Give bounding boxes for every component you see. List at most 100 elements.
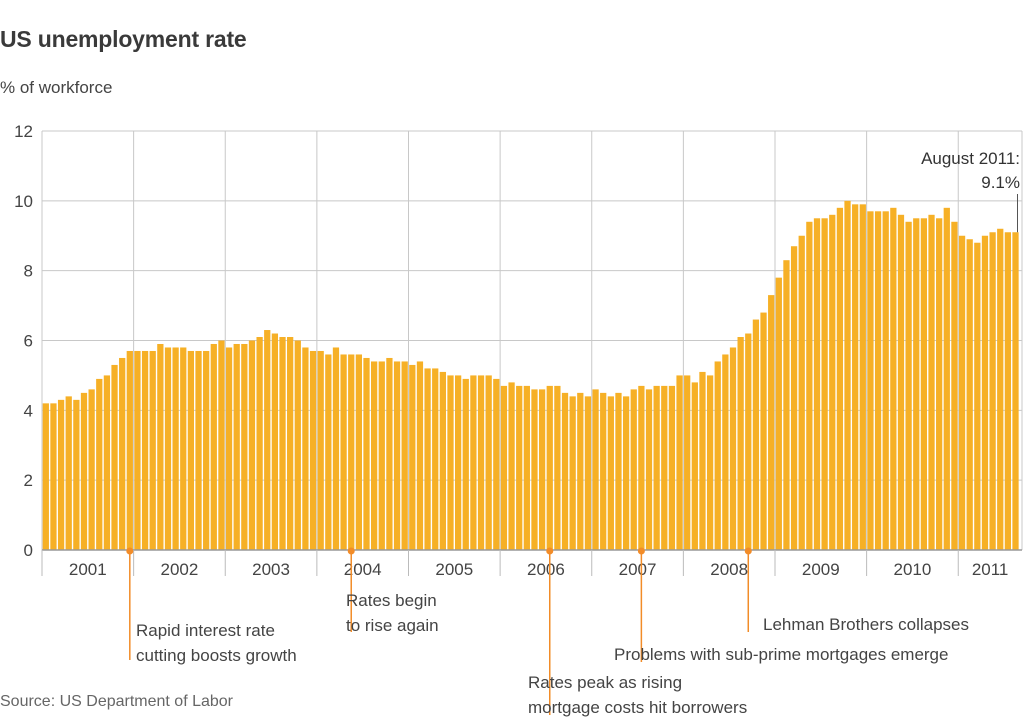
x-tick-label: 2001 bbox=[69, 560, 107, 579]
bar bbox=[577, 392, 584, 550]
y-tick-label: 6 bbox=[24, 332, 33, 351]
bar bbox=[882, 211, 889, 550]
bar bbox=[630, 389, 637, 550]
bar bbox=[997, 228, 1004, 550]
annotation-label: to rise again bbox=[346, 616, 439, 635]
y-tick-label: 10 bbox=[14, 192, 33, 211]
bar bbox=[653, 385, 660, 550]
bar bbox=[897, 214, 905, 551]
annotation-label: mortgage costs hit borrowers bbox=[528, 698, 747, 717]
bar bbox=[523, 385, 530, 550]
bar bbox=[248, 340, 256, 550]
bar bbox=[600, 392, 607, 550]
bar bbox=[722, 354, 729, 550]
bar bbox=[279, 337, 286, 550]
bar bbox=[195, 350, 202, 550]
x-tick-label: 2003 bbox=[252, 560, 290, 579]
bar bbox=[516, 385, 523, 550]
bar bbox=[309, 350, 317, 550]
bar bbox=[920, 218, 928, 550]
bar bbox=[874, 211, 882, 550]
bar bbox=[836, 207, 844, 551]
bar bbox=[164, 347, 172, 550]
bar bbox=[554, 385, 561, 550]
bar bbox=[729, 347, 737, 550]
bar bbox=[294, 340, 301, 550]
bar bbox=[760, 312, 767, 550]
bar bbox=[561, 392, 569, 550]
annotation-label: Lehman Brothers collapses bbox=[763, 615, 969, 634]
bar bbox=[371, 361, 378, 550]
bar bbox=[325, 354, 332, 550]
bar bbox=[821, 218, 828, 550]
bar bbox=[1012, 232, 1019, 550]
bar bbox=[546, 385, 553, 550]
bar bbox=[661, 385, 668, 550]
bar bbox=[500, 385, 508, 550]
bar bbox=[905, 221, 912, 551]
bar bbox=[73, 399, 80, 550]
bar bbox=[798, 235, 805, 550]
bar bbox=[622, 396, 630, 550]
bar bbox=[141, 350, 149, 550]
bar bbox=[233, 343, 240, 550]
bar bbox=[943, 207, 950, 551]
bar bbox=[890, 207, 897, 551]
bar bbox=[225, 347, 233, 550]
bar bbox=[363, 357, 370, 550]
annotation-marker bbox=[347, 547, 355, 555]
bar bbox=[256, 337, 263, 550]
bar bbox=[745, 333, 752, 550]
annotation-marker bbox=[546, 547, 554, 555]
y-tick-label: 4 bbox=[24, 401, 33, 420]
bar bbox=[607, 396, 614, 550]
bar bbox=[447, 375, 454, 550]
annotation-marker bbox=[637, 547, 645, 555]
bar bbox=[210, 343, 217, 550]
bar bbox=[783, 260, 790, 550]
chart-subtitle: % of workforce bbox=[0, 78, 113, 97]
callout-label: 9.1% bbox=[981, 173, 1020, 192]
bar bbox=[409, 364, 416, 550]
bar bbox=[119, 357, 126, 550]
bar bbox=[218, 340, 225, 550]
y-tick-label: 12 bbox=[14, 122, 33, 141]
y-tick-label: 8 bbox=[24, 262, 33, 281]
bar bbox=[966, 239, 973, 550]
bar bbox=[829, 214, 836, 551]
bar bbox=[401, 361, 408, 550]
bar bbox=[714, 361, 721, 550]
bar bbox=[88, 389, 95, 550]
bar bbox=[538, 389, 546, 550]
bar bbox=[340, 354, 347, 550]
annotation-marker bbox=[126, 547, 134, 555]
bar bbox=[149, 350, 156, 550]
bar bbox=[348, 354, 355, 550]
x-tick-label: 2005 bbox=[435, 560, 473, 579]
bar bbox=[928, 214, 935, 551]
bar bbox=[57, 399, 65, 550]
bar bbox=[378, 361, 385, 550]
bar bbox=[981, 235, 989, 550]
bar bbox=[477, 375, 485, 550]
callout-label: August 2011: bbox=[921, 149, 1020, 168]
bar bbox=[1004, 232, 1012, 550]
bar bbox=[813, 218, 821, 550]
x-tick-label: 2011 bbox=[972, 560, 1009, 579]
x-tick-label: 2004 bbox=[344, 560, 382, 579]
bar bbox=[569, 396, 576, 550]
bar bbox=[989, 232, 996, 550]
bar bbox=[859, 204, 866, 550]
bar bbox=[951, 221, 958, 551]
bar bbox=[432, 368, 439, 550]
bar bbox=[752, 319, 760, 550]
bar bbox=[42, 403, 49, 550]
annotation-label: Problems with sub-prime mortgages emerge bbox=[614, 645, 948, 664]
bar bbox=[706, 375, 714, 550]
y-tick-label: 0 bbox=[24, 541, 33, 560]
bar bbox=[50, 403, 57, 550]
bar bbox=[424, 368, 431, 550]
bar bbox=[790, 246, 798, 550]
y-tick-label: 2 bbox=[24, 471, 33, 490]
